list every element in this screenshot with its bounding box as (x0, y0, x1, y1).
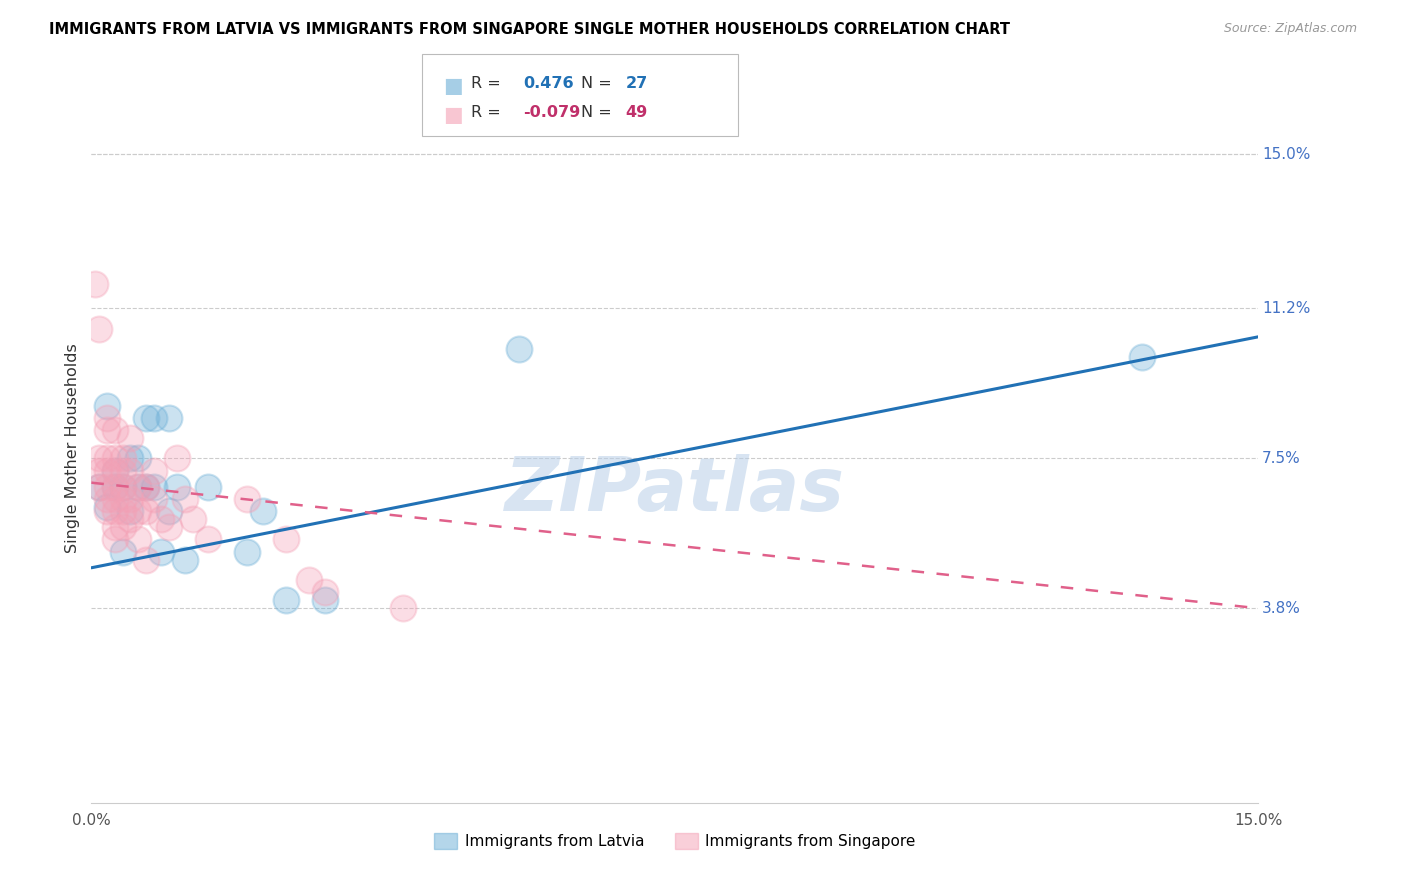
Legend: Immigrants from Latvia, Immigrants from Singapore: Immigrants from Latvia, Immigrants from … (427, 827, 922, 855)
Text: ■: ■ (443, 105, 463, 125)
Point (111, 451, 134, 466)
Text: N =: N = (581, 76, 617, 91)
Point (96, 423, 118, 437)
Text: -0.079: -0.079 (523, 105, 581, 120)
Point (89, 480, 111, 494)
Point (391, 601, 413, 615)
Point (135, 480, 157, 494)
Point (120, 431, 142, 445)
Point (252, 504, 274, 518)
Point (197, 480, 219, 494)
Point (157, 410, 180, 425)
Point (197, 533, 219, 547)
Point (84, 277, 107, 292)
Point (111, 520, 134, 534)
Point (127, 480, 149, 494)
Text: 27: 27 (626, 76, 648, 91)
Point (111, 504, 134, 518)
Text: IMMIGRANTS FROM LATVIA VS IMMIGRANTS FROM SINGAPORE SINGLE MOTHER HOUSEHOLDS COR: IMMIGRANTS FROM LATVIA VS IMMIGRANTS FRO… (49, 22, 1010, 37)
Point (298, 573, 321, 587)
Point (104, 504, 127, 518)
Point (120, 491, 142, 506)
Text: R =: R = (471, 76, 506, 91)
Point (104, 423, 127, 437)
Text: ZIPatlas: ZIPatlas (505, 454, 845, 527)
Point (142, 463, 165, 477)
Point (96, 410, 118, 425)
Point (314, 585, 336, 599)
Point (111, 463, 134, 477)
Point (96, 491, 118, 506)
Point (96, 463, 118, 477)
Point (173, 491, 195, 506)
Point (1130, 350, 1153, 364)
Point (104, 463, 127, 477)
Point (135, 504, 157, 518)
Text: 11.2%: 11.2% (1261, 301, 1310, 316)
Point (135, 552, 157, 566)
Point (89, 321, 111, 335)
Point (96, 500, 118, 514)
Point (120, 512, 142, 526)
Text: ■: ■ (443, 76, 463, 95)
Point (104, 491, 127, 506)
Text: 7.5%: 7.5% (1261, 450, 1301, 466)
Point (104, 520, 127, 534)
Point (181, 512, 204, 526)
Point (150, 544, 173, 558)
Point (166, 451, 188, 466)
Point (314, 593, 336, 607)
Point (89, 480, 111, 494)
Point (111, 491, 134, 506)
Text: 49: 49 (626, 105, 648, 120)
Point (111, 544, 134, 558)
Point (104, 451, 127, 466)
Point (142, 410, 165, 425)
Point (104, 480, 127, 494)
Point (274, 593, 297, 607)
Text: N =: N = (581, 105, 617, 120)
Point (142, 491, 165, 506)
Text: R =: R = (471, 105, 506, 120)
Point (96, 399, 118, 413)
Point (120, 504, 142, 518)
Point (96, 451, 118, 466)
Point (173, 552, 195, 566)
Point (135, 480, 157, 494)
Point (127, 533, 149, 547)
Text: 3.8%: 3.8% (1261, 601, 1301, 615)
Point (150, 512, 173, 526)
Text: Source: ZipAtlas.com: Source: ZipAtlas.com (1223, 22, 1357, 36)
Point (111, 480, 134, 494)
Point (236, 491, 259, 506)
Y-axis label: Single Mother Households: Single Mother Households (65, 343, 80, 553)
Point (127, 504, 149, 518)
Point (127, 480, 149, 494)
Point (135, 410, 157, 425)
Point (111, 480, 134, 494)
Point (96, 504, 118, 518)
Point (89, 463, 111, 477)
Point (274, 533, 297, 547)
Point (127, 451, 149, 466)
Point (104, 463, 127, 477)
Point (120, 451, 142, 466)
Point (508, 342, 530, 356)
Point (157, 504, 180, 518)
Point (104, 533, 127, 547)
Point (120, 463, 142, 477)
Text: 0.476: 0.476 (523, 76, 574, 91)
Point (104, 480, 127, 494)
Text: 15.0%: 15.0% (1261, 147, 1310, 162)
Point (236, 544, 259, 558)
Point (157, 520, 180, 534)
Point (142, 480, 165, 494)
Point (166, 480, 188, 494)
Point (89, 451, 111, 466)
Point (96, 480, 118, 494)
